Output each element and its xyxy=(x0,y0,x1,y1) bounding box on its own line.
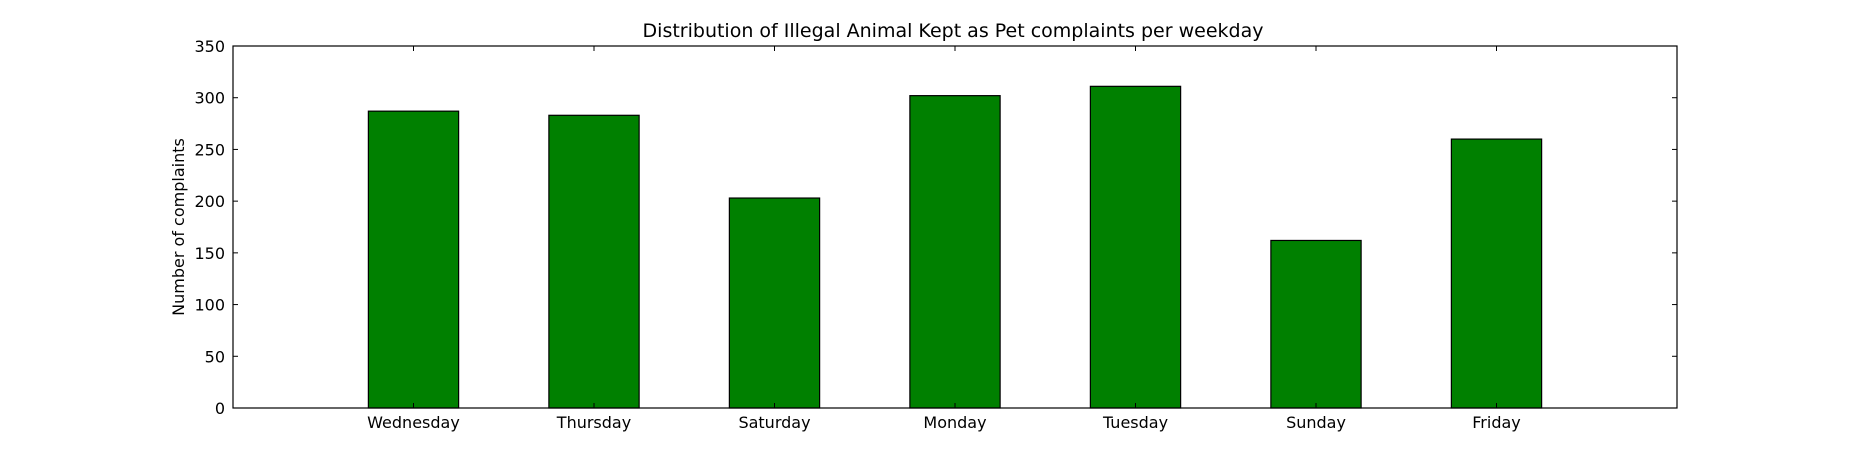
bar-saturday xyxy=(728,197,821,409)
y-axis-label: Number of complaints xyxy=(169,138,188,316)
chart-title: Distribution of Illegal Animal Kept as P… xyxy=(643,20,1264,42)
bar-friday xyxy=(1450,138,1543,409)
y-tick-label: 300 xyxy=(194,89,225,108)
x-tick-label: Thursday xyxy=(556,413,631,432)
tick-labels: Wednesday Thursday Saturday Monday Tuesday Su… xyxy=(194,37,1520,432)
y-tick-label: 200 xyxy=(194,192,225,211)
bars xyxy=(367,85,1543,409)
bar-thursday xyxy=(548,114,640,409)
y-tick-label: 100 xyxy=(194,296,225,315)
bar-monday xyxy=(909,95,1001,409)
x-tick-label: Sunday xyxy=(1286,413,1346,432)
bar-wednesday xyxy=(367,110,460,409)
x-tick-label: Friday xyxy=(1472,413,1521,432)
plot-area-frame xyxy=(232,45,1678,409)
y-tick-label: 0 xyxy=(215,399,225,418)
bar-sunday xyxy=(1270,239,1362,409)
x-tick-label: Wednesday xyxy=(367,413,460,432)
x-tick-label: Monday xyxy=(923,413,986,432)
y-tick-label: 50 xyxy=(205,347,225,366)
y-tick-label: 150 xyxy=(194,244,225,263)
y-tick-label: 350 xyxy=(194,37,225,56)
x-tick-label: Saturday xyxy=(738,413,810,432)
x-tick-label: Tuesday xyxy=(1102,413,1168,432)
bar-tuesday xyxy=(1089,85,1182,409)
y-tick-label: 250 xyxy=(194,140,225,159)
